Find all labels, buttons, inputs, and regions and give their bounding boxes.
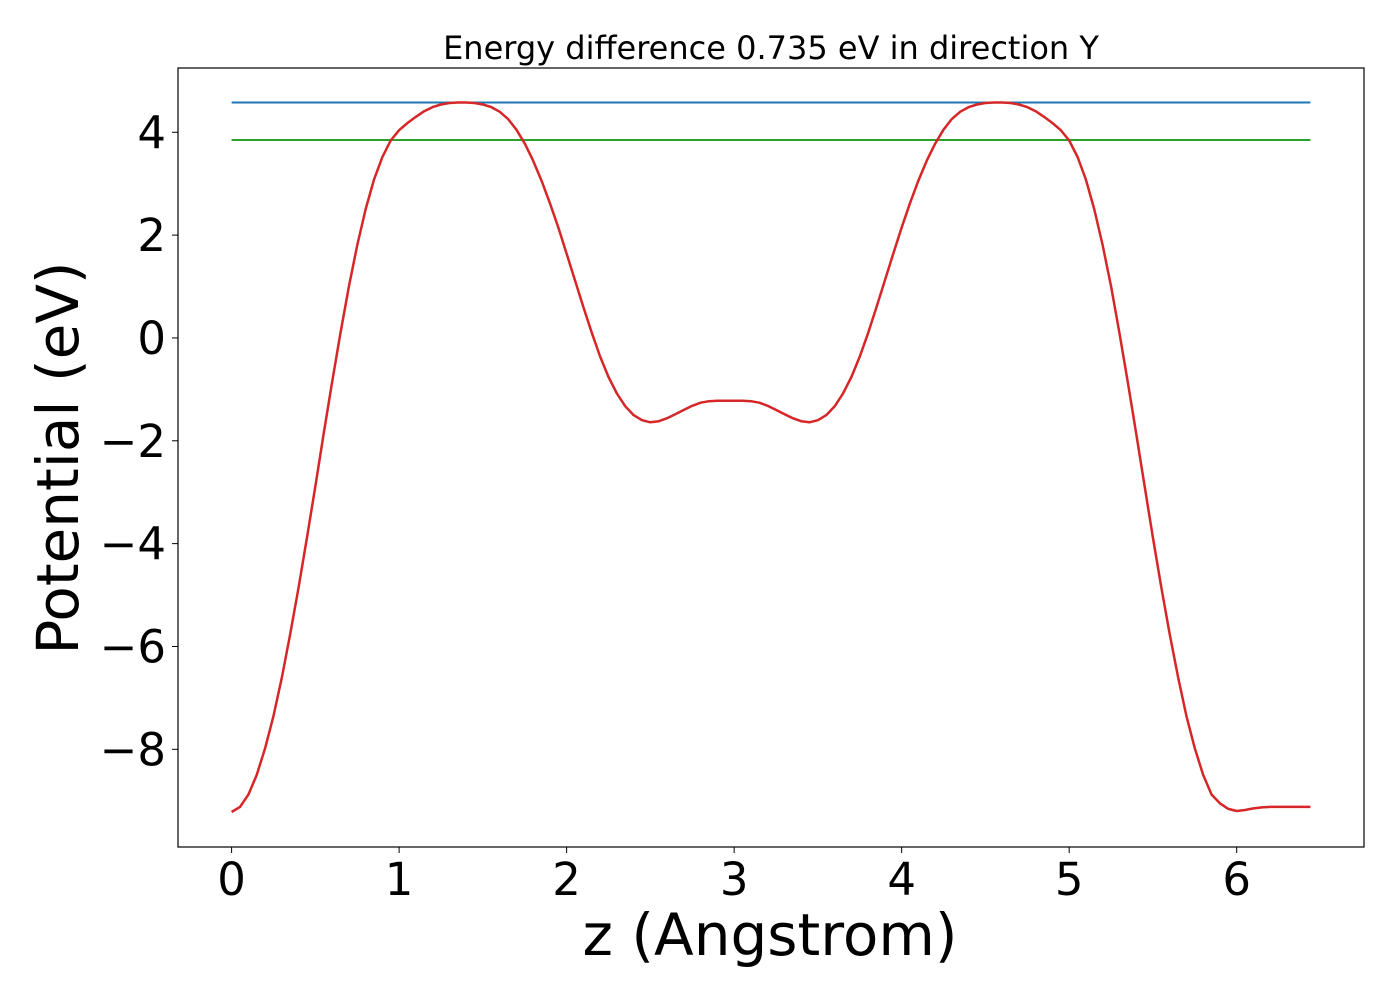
potential-series-line (230, 101, 1311, 814)
x-tick-label: 6 (1222, 853, 1251, 906)
y-tick-label: −4 (100, 518, 166, 571)
x-axis-ticks: 0 1 2 3 4 5 6 (217, 847, 1251, 906)
x-tick-label: 4 (887, 853, 916, 906)
chart-title: Energy difference 0.735 eV in direction … (443, 29, 1099, 67)
x-tick-label: 5 (1055, 853, 1084, 906)
x-tick-label: 2 (552, 853, 581, 906)
y-tick-label: −2 (100, 415, 166, 468)
y-tick-label: 2 (137, 209, 166, 262)
x-tick-label: 3 (720, 853, 749, 906)
y-tick-label: −6 (100, 620, 166, 673)
y-axis-ticks: 4 2 0 −2 −4 −6 −8 (100, 106, 178, 776)
y-tick-label: 4 (137, 106, 166, 159)
plot-area (230, 101, 1311, 814)
x-axis-label: z (Angstrom) (583, 901, 958, 969)
y-tick-label: −8 (100, 723, 166, 776)
x-tick-label: 0 (217, 853, 246, 906)
x-tick-label: 1 (385, 853, 414, 906)
y-axis-label: Potential (eV) (24, 261, 92, 654)
plot-frame (177, 67, 1365, 848)
y-tick-label: 0 (137, 312, 166, 365)
